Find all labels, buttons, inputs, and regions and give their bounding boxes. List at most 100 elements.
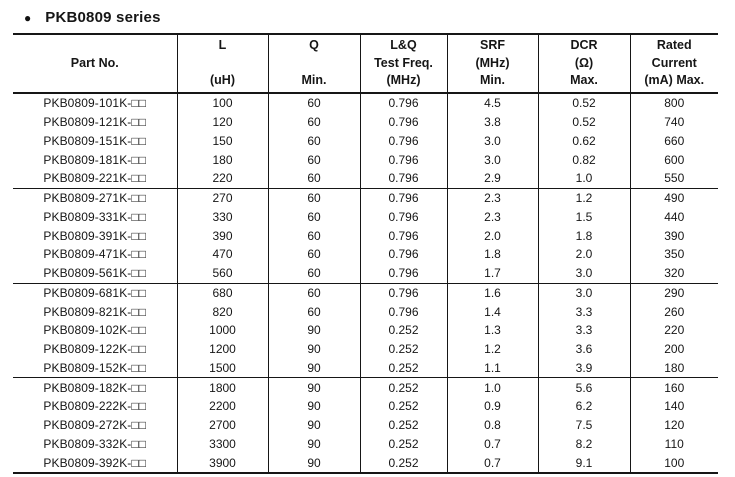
cell-rated-current: 110 [629, 434, 718, 454]
cell-dcr: 3.0 [537, 263, 630, 284]
cell-part-no: PKB0809-182K-□□ [43, 380, 147, 395]
cell-l: 820 [176, 302, 268, 321]
col-header-label: Q [309, 38, 319, 52]
cell-part-no: PKB0809-221K-□□ [13, 169, 177, 189]
cell-rated-current: 200 [629, 339, 718, 359]
section-title: ● PKB0809 series [24, 8, 735, 27]
cell-srf: 1.1 [446, 358, 538, 379]
col-header-part-no: Part No. [13, 34, 177, 94]
cell-lq-test-freq: 0.796 [359, 93, 447, 113]
col-header-dcr: DCR (Ω) Max. [537, 34, 630, 94]
cell-part-no: PKB0809-821K-□□ [43, 304, 147, 319]
cell-q: 90 [267, 377, 360, 397]
cell-rated-current: 350 [629, 245, 718, 264]
cell-l: 1200 [176, 339, 268, 359]
cell-part-no: PKB0809-102K-□□ [43, 323, 147, 338]
cell-dcr: 0.52 [537, 93, 630, 113]
table-row: PKB0809-821K-□□ 820 60 0.796 1.4 3.3 260 [13, 302, 718, 321]
cell-rated-current: 440 [629, 207, 718, 227]
table-row: PKB0809-122K-□□ 1200 90 0.252 1.2 3.6 200 [13, 339, 718, 359]
col-header-unit: (Ω) [574, 55, 594, 70]
cell-srf: 1.3 [446, 321, 538, 340]
cell-srf: 0.9 [446, 397, 538, 416]
cell-lq-test-freq: 0.796 [359, 150, 447, 169]
cell-rated-current: 100 [629, 453, 718, 473]
cell-rated-current: 290 [629, 283, 718, 303]
cell-part-no: PKB0809-272K-□□ [43, 418, 147, 433]
cell-dcr: 0.62 [537, 131, 630, 151]
cell-srf: 4.5 [446, 93, 538, 113]
cell-q: 60 [267, 93, 360, 113]
table-row: PKB0809-221K-□□ 220 60 0.796 2.9 1.0 550 [13, 169, 718, 189]
cell-lq-test-freq: 0.796 [359, 226, 447, 245]
col-header-unit: (MHz) [386, 73, 421, 87]
cell-part-no: PKB0809-391K-□□ [43, 228, 147, 243]
cell-srf: 0.8 [446, 415, 538, 435]
cell-dcr: 1.8 [537, 226, 630, 245]
cell-dcr: 3.0 [537, 283, 630, 303]
table-row: PKB0809-102K-□□ 1000 90 0.252 1.3 3.3 220 [13, 321, 718, 340]
cell-part-no: PKB0809-101K-□□ [43, 96, 147, 111]
cell-l: 120 [176, 112, 268, 132]
cell-part-no: PKB0809-181K-□□ [43, 152, 147, 167]
table-body: PKB0809-101K-□□ 100 60 0.796 4.5 0.52 800 PKB08… [13, 93, 718, 473]
table-row: PKB0809-392K-□□ 3900 90 0.252 0.7 9.1 100 [13, 453, 718, 473]
cell-l: 330 [176, 207, 268, 227]
cell-rated-current: 160 [629, 377, 718, 397]
cell-dcr: 1.5 [537, 207, 630, 227]
cell-l: 3900 [176, 453, 268, 473]
cell-q: 60 [267, 207, 360, 227]
cell-srf: 0.7 [446, 453, 538, 473]
cell-dcr: 0.52 [537, 112, 630, 132]
cell-q: 90 [267, 358, 360, 379]
cell-dcr: 3.9 [537, 358, 630, 379]
cell-q: 60 [267, 169, 360, 189]
bullet-icon: ● [24, 10, 32, 25]
cell-dcr: 0.82 [537, 150, 630, 169]
cell-l: 2200 [176, 397, 268, 416]
cell-rated-current: 260 [629, 302, 718, 321]
cell-srf: 3.8 [446, 112, 538, 132]
col-header-rated-current: Rated Current (mA) Max. [629, 34, 718, 94]
col-header-unit: Min. [301, 73, 327, 87]
cell-q: 90 [267, 434, 360, 454]
col-header-label: L [218, 38, 227, 52]
cell-q: 90 [267, 321, 360, 340]
table-row: PKB0809-391K-□□ 390 60 0.796 2.0 1.8 390 [13, 226, 718, 245]
col-header-q: Q Min. [267, 34, 360, 94]
cell-dcr: 3.3 [537, 321, 630, 340]
cell-lq-test-freq: 0.796 [359, 169, 447, 189]
cell-l: 270 [176, 188, 268, 208]
cell-q: 90 [267, 339, 360, 359]
cell-dcr: 1.0 [537, 169, 630, 189]
spec-table: Part No. L (uH) Q Min. [13, 33, 718, 474]
cell-q: 60 [267, 226, 360, 245]
cell-part-no: PKB0809-122K-□□ [43, 342, 147, 357]
cell-dcr: 3.6 [537, 339, 630, 359]
table-row: PKB0809-681K-□□ 680 60 0.796 1.6 3.0 290 [13, 283, 718, 303]
cell-srf: 1.8 [446, 245, 538, 264]
cell-q: 60 [267, 283, 360, 303]
cell-l: 390 [176, 226, 268, 245]
cell-lq-test-freq: 0.252 [359, 358, 447, 379]
cell-dcr: 3.3 [537, 302, 630, 321]
cell-rated-current: 550 [629, 169, 718, 189]
cell-lq-test-freq: 0.252 [359, 321, 447, 340]
cell-dcr: 7.5 [537, 415, 630, 435]
col-header-label: Max. [570, 73, 598, 87]
cell-lq-test-freq: 0.796 [359, 112, 447, 132]
cell-rated-current: 800 [629, 93, 718, 113]
cell-dcr: 6.2 [537, 397, 630, 416]
cell-srf: 3.0 [446, 131, 538, 151]
cell-q: 60 [267, 263, 360, 284]
cell-dcr: 5.6 [537, 377, 630, 397]
cell-rated-current: 180 [629, 358, 718, 379]
cell-dcr: 8.2 [537, 434, 630, 454]
table-row: PKB0809-181K-□□ 180 60 0.796 3.0 0.82 600 [13, 150, 718, 169]
col-header-unit: (MHz) [475, 55, 510, 70]
cell-dcr: 2.0 [537, 245, 630, 264]
cell-l: 1500 [176, 358, 268, 379]
cell-srf: 2.0 [446, 226, 538, 245]
table-row: PKB0809-272K-□□ 2700 90 0.252 0.8 7.5 120 [13, 415, 718, 435]
